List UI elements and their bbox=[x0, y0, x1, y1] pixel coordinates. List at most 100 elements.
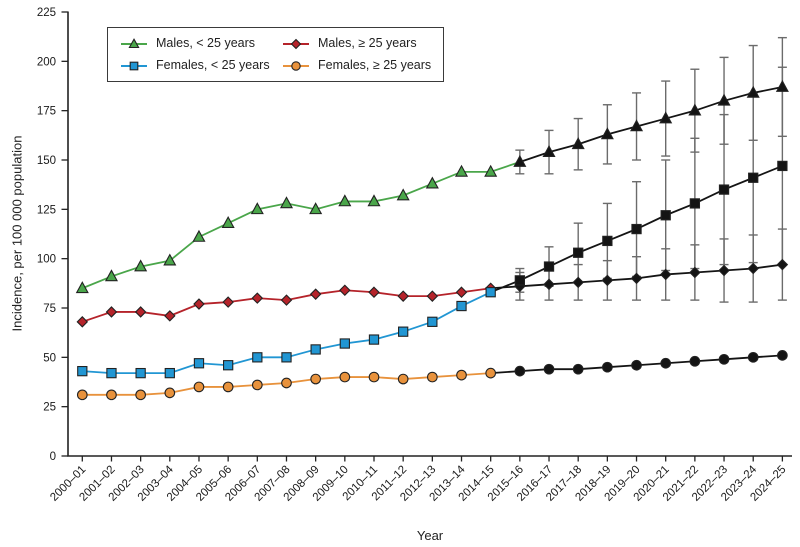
data-point-females-under-25-2014–15 bbox=[485, 287, 496, 298]
data-point-males-25-plus-2009–10 bbox=[339, 284, 351, 297]
data-point-females-under-25-2006–07 bbox=[252, 352, 263, 363]
data-point-females-25-plus-2007–08 bbox=[281, 377, 292, 389]
data-point-males-25-plus-2020–21 bbox=[659, 268, 672, 281]
data-point-males-25-plus-2011–12 bbox=[397, 290, 409, 302]
data-point-females-25-plus-2021–22 bbox=[689, 355, 701, 367]
data-point-females-under-25-2004–05 bbox=[193, 358, 205, 369]
data-point-females-under-25-2015–16 bbox=[514, 275, 525, 286]
data-point-males-25-plus-2004–05 bbox=[193, 298, 205, 310]
data-point-males-under-25-2003–04 bbox=[163, 253, 177, 266]
data-point-males-25-plus-2022–23 bbox=[718, 264, 730, 277]
data-point-males-under-25-2019–20 bbox=[630, 119, 644, 132]
legend-marker-males-under-25-triangle-icon bbox=[121, 37, 147, 48]
data-point-females-25-plus-2017–18 bbox=[572, 363, 584, 375]
data-point-males-25-plus-2017–18 bbox=[572, 276, 584, 289]
y-tick-label: 0 bbox=[50, 451, 56, 463]
data-point-females-under-25-2017–18 bbox=[573, 247, 584, 258]
legend-marker-females-under-25-square-icon bbox=[121, 61, 147, 70]
data-point-females-25-plus-2005–06 bbox=[222, 381, 234, 393]
data-point-males-under-25-2015–16 bbox=[513, 154, 527, 167]
data-point-females-25-plus-2003–04 bbox=[164, 387, 176, 399]
data-point-females-under-25-2020–21 bbox=[660, 210, 671, 221]
data-point-females-under-25-2009–10 bbox=[339, 338, 350, 349]
data-point-females-under-25-2008–09 bbox=[310, 344, 321, 355]
data-point-females-under-25-2018–19 bbox=[602, 235, 613, 247]
data-point-males-under-25-2012–13 bbox=[425, 176, 439, 189]
data-point-males-25-plus-2019–20 bbox=[630, 272, 643, 285]
chart-legend: Males, < 25 years Males, ≥ 25 years Fema… bbox=[107, 27, 445, 82]
data-point-males-25-plus-2003–04 bbox=[164, 310, 176, 322]
data-point-females-25-plus-2020–21 bbox=[660, 357, 672, 369]
legend-item-males-under-25: Males, < 25 years bbox=[119, 35, 271, 52]
data-point-females-25-plus-2022–23 bbox=[718, 353, 730, 365]
data-point-males-under-25-2024–25 bbox=[775, 79, 789, 92]
data-point-males-under-25-2017–18 bbox=[571, 137, 585, 150]
data-point-males-under-25-2000–01 bbox=[75, 281, 89, 294]
data-point-males-under-25-2002–03 bbox=[134, 259, 148, 272]
legend-circle-glyph bbox=[291, 60, 301, 71]
line-projected-males-under-25 bbox=[519, 86, 783, 163]
legend-item-females-under-25: Females, < 25 years bbox=[119, 57, 271, 74]
data-point-males-under-25-2021–22 bbox=[688, 103, 702, 116]
y-axis-label: Incidence, per 100 000 population bbox=[9, 135, 25, 332]
data-point-males-under-25-2020–21 bbox=[659, 111, 673, 124]
data-point-females-under-25-2010–11 bbox=[368, 334, 380, 345]
data-point-males-under-25-2022–23 bbox=[717, 93, 731, 106]
data-point-females-25-plus-2000–01 bbox=[76, 389, 88, 401]
legend-item-males-25-plus: Males, ≥ 25 years bbox=[281, 35, 431, 52]
data-point-females-under-25-2016–17 bbox=[543, 261, 555, 272]
data-point-males-25-plus-2016–17 bbox=[543, 278, 555, 291]
legend-label-females-under-25: Females, < 25 years bbox=[156, 58, 270, 72]
data-point-males-25-plus-2006–07 bbox=[251, 292, 264, 304]
data-point-males-25-plus-2001–02 bbox=[105, 306, 118, 318]
data-point-females-25-plus-2008–09 bbox=[310, 373, 322, 385]
y-tick-label: 125 bbox=[37, 204, 56, 216]
data-point-females-25-plus-2018–19 bbox=[602, 361, 613, 373]
data-point-females-25-plus-2024–25 bbox=[777, 350, 788, 361]
legend-square-glyph bbox=[129, 61, 139, 70]
x-axis-label: Year bbox=[416, 528, 444, 543]
data-point-females-25-plus-2009–10 bbox=[339, 371, 351, 383]
legend-diamond-glyph bbox=[290, 38, 302, 49]
series-lines bbox=[81, 86, 783, 396]
data-point-males-under-25-2009–10 bbox=[338, 194, 352, 207]
data-point-males-under-25-2001–02 bbox=[104, 269, 118, 282]
data-point-females-under-25-2012–13 bbox=[427, 316, 438, 327]
y-tick-label: 75 bbox=[43, 303, 56, 315]
legend-marker-males-25-plus-diamond-icon bbox=[283, 38, 309, 49]
legend-label-males-under-25: Males, < 25 years bbox=[156, 36, 256, 50]
y-tick-label: 200 bbox=[37, 56, 56, 68]
data-point-females-under-25-2001–02 bbox=[106, 367, 117, 379]
data-point-females-25-plus-2015–16 bbox=[514, 365, 526, 377]
data-point-females-under-25-2024–25 bbox=[777, 160, 788, 172]
data-point-females-25-plus-2001–02 bbox=[106, 389, 117, 401]
data-point-males-25-plus-2000–01 bbox=[76, 316, 89, 328]
y-tick-label: 150 bbox=[37, 155, 56, 167]
data-point-females-under-25-2007–08 bbox=[281, 352, 292, 363]
data-point-males-under-25-2008–09 bbox=[309, 202, 323, 215]
legend-marker-females-25-plus-circle-icon bbox=[283, 60, 309, 71]
legend-label-males-25-plus: Males, ≥ 25 years bbox=[318, 36, 417, 50]
data-point-males-25-plus-2007–08 bbox=[280, 294, 293, 306]
data-point-males-under-25-2023–24 bbox=[746, 85, 760, 98]
y-tick-label: 50 bbox=[43, 352, 56, 364]
data-point-males-under-25-2004–05 bbox=[192, 229, 206, 242]
data-point-females-under-25-2011–12 bbox=[398, 326, 409, 337]
data-point-females-25-plus-2012–13 bbox=[426, 371, 438, 383]
data-point-males-25-plus-2005–06 bbox=[222, 296, 234, 308]
data-point-females-25-plus-2010–11 bbox=[368, 371, 380, 383]
data-point-males-under-25-2011–12 bbox=[396, 188, 410, 201]
legend-item-females-25-plus: Females, ≥ 25 years bbox=[281, 57, 431, 74]
data-point-males-25-plus-2023–24 bbox=[747, 262, 759, 275]
data-point-females-under-25-2019–20 bbox=[631, 223, 642, 235]
data-point-males-25-plus-2018–19 bbox=[601, 274, 614, 287]
data-point-males-under-25-2018–19 bbox=[600, 127, 614, 140]
data-point-females-25-plus-2019–20 bbox=[631, 359, 642, 371]
data-point-females-25-plus-2014–15 bbox=[485, 367, 497, 379]
line-observed-males-under-25 bbox=[81, 161, 521, 290]
data-point-males-25-plus-2024–25 bbox=[776, 258, 789, 271]
y-tick-label: 225 bbox=[37, 7, 56, 19]
y-tick-label: 100 bbox=[37, 254, 56, 266]
data-point-females-25-plus-2002–03 bbox=[135, 389, 146, 401]
